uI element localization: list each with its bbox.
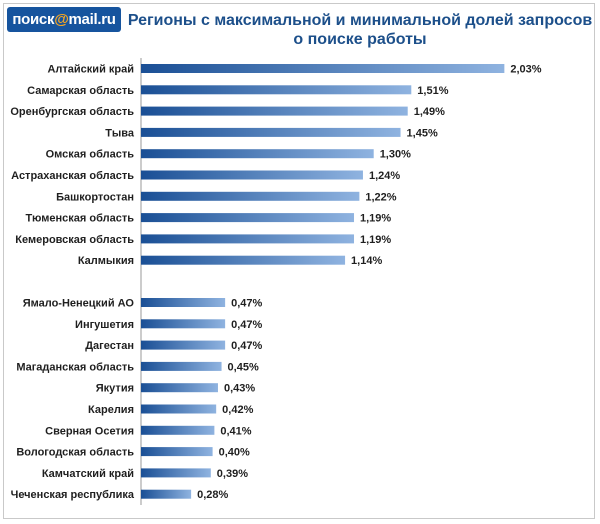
value-label: 1,19% — [360, 213, 391, 225]
logo-suffix: mail.ru — [68, 11, 116, 28]
bar-0-6 — [141, 191, 360, 201]
bar-1-8 — [141, 468, 211, 478]
category-label: Самарская область — [27, 85, 134, 97]
logo-prefix: поиск — [12, 11, 55, 28]
bar-0-3 — [141, 127, 401, 137]
value-label: 0,42% — [222, 404, 253, 416]
value-label: 1,22% — [365, 191, 396, 203]
bar-1-3 — [141, 361, 222, 371]
bar-0-0 — [141, 64, 505, 73]
category-label: Башкортостан — [56, 191, 134, 203]
category-label: Вологодская область — [16, 447, 134, 459]
category-label: Ямало-Ненецкий АО — [23, 298, 135, 310]
value-label: 1,19% — [360, 234, 391, 246]
value-label: 1,45% — [407, 127, 438, 139]
bar-0-1 — [141, 85, 412, 95]
bar-1-9 — [141, 489, 192, 499]
value-label: 1,30% — [380, 149, 411, 161]
bar-0-7 — [141, 213, 355, 223]
chart-title: Регионы с максимальной и минимальной дол… — [125, 11, 595, 49]
value-label: 0,43% — [224, 383, 255, 395]
bar-0-9 — [141, 255, 346, 265]
category-label: Тыва — [105, 127, 135, 139]
category-label: Астраханская область — [11, 170, 134, 182]
category-label: Камчатский край — [42, 468, 134, 480]
value-label: 0,47% — [231, 319, 262, 331]
bar-0-2 — [141, 106, 408, 116]
category-label: Кемеровская область — [15, 234, 134, 246]
value-label: 0,47% — [231, 298, 262, 310]
bar-0-5 — [141, 170, 363, 180]
bar-1-6 — [141, 425, 215, 435]
value-label: 0,47% — [231, 340, 262, 352]
category-label: Тюменская область — [25, 213, 134, 225]
logo-at: @ — [54, 11, 69, 28]
value-label: 0,41% — [220, 425, 251, 437]
bar-1-7 — [141, 447, 213, 457]
category-label: Оренбургская область — [10, 106, 134, 118]
category-label: Сверная Осетия — [45, 425, 134, 437]
bar-1-5 — [141, 404, 217, 414]
value-label: 1,49% — [414, 106, 445, 118]
chart-title-line-2: о поиске работы — [293, 31, 427, 48]
bar-1-0 — [141, 298, 226, 307]
bar-0-4 — [141, 149, 374, 159]
value-label: 2,03% — [510, 64, 541, 76]
value-label: 1,24% — [369, 170, 400, 182]
category-label: Якутия — [96, 383, 134, 395]
category-label: Алтайский край — [47, 64, 134, 76]
category-label: Ингушетия — [75, 319, 134, 331]
value-label: 0,39% — [217, 468, 248, 480]
value-label: 0,45% — [228, 361, 259, 373]
bar-1-4 — [141, 383, 218, 393]
value-label: 0,28% — [197, 489, 228, 501]
value-label: 0,40% — [219, 447, 250, 459]
chart-title-line-1: Регионы с максимальной и минимальной дол… — [127, 12, 593, 29]
category-label: Чеченская республика — [11, 489, 135, 501]
value-label: 1,51% — [417, 85, 448, 97]
bar-1-2 — [141, 340, 226, 350]
category-label: Магаданская область — [16, 361, 134, 373]
category-label: Дагестан — [85, 340, 134, 352]
logo: поиск@mail.ru — [7, 7, 121, 32]
value-label: 1,14% — [351, 255, 382, 267]
bar-0-8 — [141, 234, 355, 244]
bar-1-1 — [141, 319, 226, 329]
category-label: Калмыкия — [78, 255, 134, 267]
category-label: Омская область — [46, 149, 135, 161]
category-label: Карелия — [88, 404, 134, 416]
